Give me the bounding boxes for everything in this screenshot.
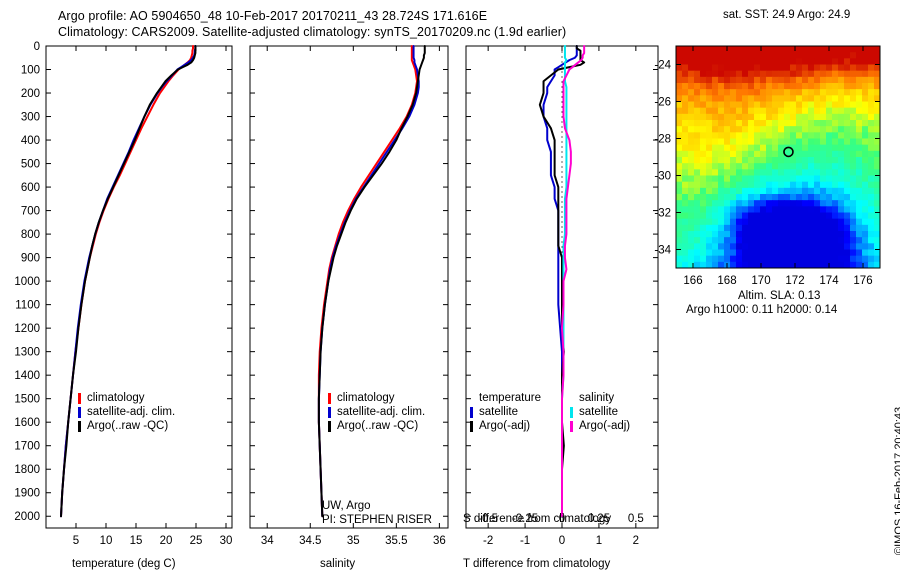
sst-map-title: sat. SST: 24.9 Argo: 24.9 — [723, 9, 851, 21]
sla-map-title-line-1: Altim. SLA: 0.13 — [738, 290, 821, 302]
difference-xlabel-top: S difference from climatology — [463, 513, 612, 525]
map-lon-tick-label: 166 — [683, 275, 702, 287]
temperature-xlabel: temperature (deg C) — [72, 558, 176, 570]
depth-tick-label: 1100 — [15, 300, 40, 312]
map-lon-tick-label: 174 — [819, 275, 839, 287]
annotation-line: PI: STEPHEN RISER — [322, 514, 432, 526]
depth-tick-label: 400 — [21, 135, 40, 147]
legend-header: salinity — [579, 392, 615, 404]
depth-tick-label: 600 — [21, 182, 40, 194]
legend-color-swatch — [470, 421, 473, 432]
copyright-label: ©IMOS 16-Feb-2017 20:40:43 — [893, 406, 900, 555]
depth-tick-label: 1400 — [14, 370, 40, 382]
salinity-x-tick-label: 36 — [433, 535, 446, 547]
difference-t-tick-label: -2 — [483, 535, 493, 547]
salinity-x-tick-label: 34.5 — [299, 535, 321, 547]
depth-tick-label: 1600 — [14, 417, 40, 429]
map-lat-tick-label: -26 — [654, 97, 671, 109]
depth-tick-label: 1200 — [14, 323, 40, 335]
legend-color-swatch — [328, 421, 331, 432]
depth-tick-label: 1300 — [14, 347, 40, 359]
depth-tick-label: 100 — [21, 65, 40, 77]
difference-xlabel-bottom: T difference from climatology — [463, 558, 611, 570]
difference-t-tick-label: 1 — [596, 535, 602, 547]
legend-label: satellite-adj. clim. — [87, 406, 176, 418]
difference-panel: -2 -1 0 1 2 -0.5 -0.25 0 0.25 0.5 — [465, 45, 659, 547]
sla-map-title-line-2: Argo h1000: 0.11 h2000: 0.14 — [686, 304, 838, 316]
depth-tick-label: 2000 — [14, 511, 40, 523]
difference-t-tick-label: -1 — [520, 535, 530, 547]
depth-tick-label: 1800 — [14, 464, 40, 476]
depth-tick-label: 1000 — [14, 276, 40, 288]
temperature-series — [60, 45, 197, 518]
legend-label: Argo(-adj) — [579, 420, 631, 432]
salinity-x-tick-label: 35 — [347, 535, 360, 547]
difference-s-tick-label: 0.25 — [588, 513, 610, 525]
map-lon-tick-label: 176 — [853, 275, 872, 287]
depth-tick-label: 900 — [21, 253, 40, 265]
salinity-xlabel: salinity — [320, 558, 356, 570]
legend-color-swatch — [570, 407, 573, 418]
salinity-panel: 34 34.5 35 35.5 36 — [249, 45, 449, 547]
map-lon-tick-label: 172 — [785, 275, 804, 287]
depth-tick-label: 800 — [21, 229, 40, 241]
legend-label: climatology — [87, 392, 145, 404]
depth-tick-label: 1500 — [14, 394, 40, 406]
map-lat-tick-label: -28 — [654, 134, 671, 146]
legend-label: satellite — [479, 406, 518, 418]
salinity-annotation: UW, Argo PI: STEPHEN RISER — [322, 500, 432, 528]
legend-header: temperature — [479, 392, 542, 404]
temperature-x-tick-label: 15 — [130, 535, 143, 547]
difference-s-tick-label: 0.5 — [628, 513, 644, 525]
map-lon-tick-label: 168 — [717, 275, 736, 287]
legend-label: Argo(..raw -QC) — [337, 420, 419, 432]
depth-tick-label: 200 — [21, 88, 40, 100]
map-lat-tick-label: -30 — [654, 171, 671, 183]
temperature-x-tick-label: 5 — [73, 535, 79, 547]
map-lat-tick-label: -34 — [654, 245, 671, 257]
legend-color-swatch — [470, 407, 473, 418]
profile-location-marker — [783, 146, 794, 158]
legend-label: satellite — [579, 406, 618, 418]
legend-color-swatch — [570, 421, 573, 432]
difference-s-tick-label: -0.5 — [478, 513, 498, 525]
salinity-x-tick-label: 34 — [261, 535, 274, 547]
title-line-2: Climatology: CARS2009. Satellite-adjuste… — [58, 25, 567, 39]
legend-label: Argo(-adj) — [479, 420, 531, 432]
temperature-x-tick-label: 20 — [160, 535, 173, 547]
depth-tick-label: 500 — [21, 159, 40, 171]
temperature-x-tick-label: 30 — [220, 535, 233, 547]
depth-tick-label: 700 — [21, 206, 40, 218]
map-lat-tick-label: -24 — [654, 60, 671, 72]
difference-series — [561, 45, 586, 518]
legend-color-swatch — [78, 407, 81, 418]
legend-color-swatch — [78, 421, 81, 432]
legend-color-swatch — [328, 393, 331, 404]
salinity-series — [317, 45, 426, 518]
depth-tick-label: 0 — [34, 41, 40, 53]
temperature-x-tick-label: 10 — [100, 535, 113, 547]
difference-s-tick-label: -0.25 — [512, 513, 538, 525]
difference-t-tick-label: 2 — [633, 535, 639, 547]
depth-tick-label: 300 — [21, 112, 40, 124]
sst-map[interactable]: 166 168 170 172 174 176 -24 -26 -28 -30 -32 -34 — [0, 0, 900, 300]
salinity-x-tick-label: 35.5 — [385, 535, 407, 547]
difference-series — [542, 45, 578, 518]
difference-s-tick-label: 0 — [559, 513, 565, 525]
legend-label: satellite-adj. clim. — [337, 406, 426, 418]
annotation-line: UW, Argo — [322, 500, 371, 512]
map-lat-tick-label: -32 — [654, 208, 671, 220]
temperature-panel: 0 100 200 300 400 500 600 700 800 900 1000 1100 1200… — [0, 0, 250, 580]
legend-color-swatch — [328, 407, 331, 418]
map-lon-tick-label: 170 — [751, 275, 770, 287]
legend-label: Argo(..raw -QC) — [87, 420, 169, 432]
difference-t-tick-label: 0 — [559, 535, 565, 547]
depth-tick-label: 1900 — [14, 488, 40, 500]
legend-label: climatology — [337, 392, 395, 404]
difference-legend: temperature salinity satellite Argo(-adj) sa… — [470, 392, 660, 452]
temperature-x-tick-label: 25 — [190, 535, 203, 547]
title-line-1: Argo profile: AO 5904650_48 10-Feb-2017 … — [58, 9, 488, 23]
depth-tick-label: 1700 — [14, 441, 40, 453]
legend-color-swatch — [78, 393, 81, 404]
